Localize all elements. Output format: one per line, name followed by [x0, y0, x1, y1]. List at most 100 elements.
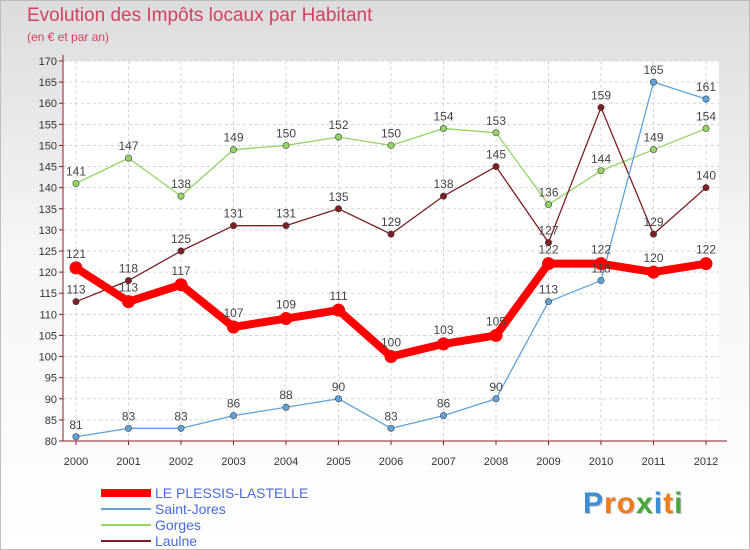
y-tick-label: 95: [45, 373, 57, 385]
data-point: [597, 167, 605, 175]
x-tick-label: 2004: [274, 456, 298, 468]
legend-swatch: [101, 524, 151, 526]
data-label: 118: [119, 262, 138, 276]
data-point: [439, 125, 447, 133]
y-tick-label: 85: [45, 415, 57, 427]
data-label: 154: [696, 110, 716, 124]
chart-title: Evolution des Impôts locaux par Habitant: [27, 5, 373, 26]
data-label: 86: [227, 397, 241, 411]
data-label: 141: [66, 164, 86, 178]
data-point: [437, 337, 450, 351]
x-tick-label: 2009: [536, 456, 560, 468]
data-point: [230, 146, 238, 154]
y-tick-label: 110: [39, 309, 57, 321]
data-label: 129: [643, 215, 663, 229]
data-label: 129: [381, 215, 401, 229]
x-tick-label: 2008: [484, 456, 508, 468]
data-label: 127: [538, 224, 558, 238]
y-tick-label: 150: [39, 140, 57, 152]
data-label: 145: [486, 148, 506, 162]
x-tick-label: 2003: [221, 456, 245, 468]
proxiti-logo: Proxiti: [583, 487, 683, 521]
data-label: 138: [171, 177, 191, 191]
data-point: [177, 424, 185, 432]
legend-swatch: [101, 508, 151, 510]
data-label: 153: [486, 114, 506, 128]
x-tick-label: 2006: [379, 456, 403, 468]
x-tick-label: 2007: [431, 456, 455, 468]
logo-letter: i: [653, 487, 664, 520]
data-label: 83: [122, 409, 136, 423]
data-label: 131: [276, 207, 296, 221]
data-point: [387, 424, 395, 432]
data-point: [702, 125, 710, 133]
data-point: [332, 303, 345, 317]
data-label: 149: [643, 131, 663, 145]
data-label: 83: [174, 409, 188, 423]
data-point: [492, 395, 500, 403]
data-label: 109: [276, 298, 296, 312]
grid-layer: [63, 60, 719, 442]
data-point: [334, 395, 342, 403]
logo-letter: r: [604, 487, 617, 520]
logo-letter: x: [636, 487, 654, 520]
data-point: [542, 257, 555, 271]
data-point: [387, 230, 395, 238]
data-point: [279, 312, 293, 326]
data-point: [492, 163, 500, 171]
data-label: 120: [643, 251, 663, 265]
data-label: 122: [538, 243, 558, 257]
x-tick-label: 2005: [326, 456, 350, 468]
logo-letter: o: [616, 487, 637, 520]
data-point: [594, 257, 608, 271]
data-label: 111: [329, 289, 348, 303]
data-point: [649, 146, 657, 154]
data-label: 147: [118, 139, 138, 153]
data-label: 131: [223, 207, 243, 221]
data-point: [282, 222, 290, 230]
data-point: [387, 141, 395, 149]
data-point: [649, 78, 657, 86]
data-label: 125: [171, 232, 191, 246]
data-point: [69, 261, 83, 275]
y-tick-label: 145: [39, 162, 57, 174]
data-label: 122: [591, 243, 611, 257]
axis-layer: 80 85 90 95 100 105 110 115 120 125 130 135 140 145 15…: [39, 55, 727, 468]
data-point: [125, 277, 133, 285]
y-tick-label: 135: [39, 204, 57, 216]
data-point: [72, 298, 80, 306]
x-tick-label: 2002: [169, 456, 193, 468]
data-point: [125, 154, 133, 162]
y-tick-label: 140: [39, 183, 57, 195]
data-point: [177, 247, 185, 255]
data-label: 107: [223, 306, 243, 320]
data-point: [492, 129, 500, 137]
legend-label: Gorges: [155, 517, 201, 533]
y-tick-label: 100: [39, 352, 57, 364]
data-point: [544, 298, 552, 306]
data-label: 140: [696, 169, 716, 183]
data-point: [702, 184, 710, 192]
data-point: [72, 433, 80, 441]
y-tick-label: 90: [45, 394, 57, 406]
data-label: 90: [489, 380, 503, 394]
legend-swatch: [101, 489, 151, 497]
data-label: 81: [69, 418, 83, 432]
legend-label: Saint-Jores: [155, 501, 226, 517]
data-point: [174, 278, 188, 292]
data-point: [439, 192, 447, 200]
label-layer: 141 147 138 149 150 152 150 154 153 136 144 149 154 1…: [66, 63, 716, 432]
logo-letter: i: [674, 487, 684, 520]
data-label: 86: [437, 397, 451, 411]
data-label: 90: [332, 380, 346, 394]
data-label: 121: [66, 247, 86, 261]
data-label: 159: [591, 88, 611, 102]
x-tick-label: 2000: [64, 456, 88, 468]
data-point: [699, 257, 713, 271]
data-point: [439, 412, 447, 420]
logo-letter: P: [583, 487, 605, 520]
data-label: 113: [66, 283, 85, 297]
y-tick-label: 120: [39, 267, 57, 279]
data-label: 135: [328, 190, 348, 204]
